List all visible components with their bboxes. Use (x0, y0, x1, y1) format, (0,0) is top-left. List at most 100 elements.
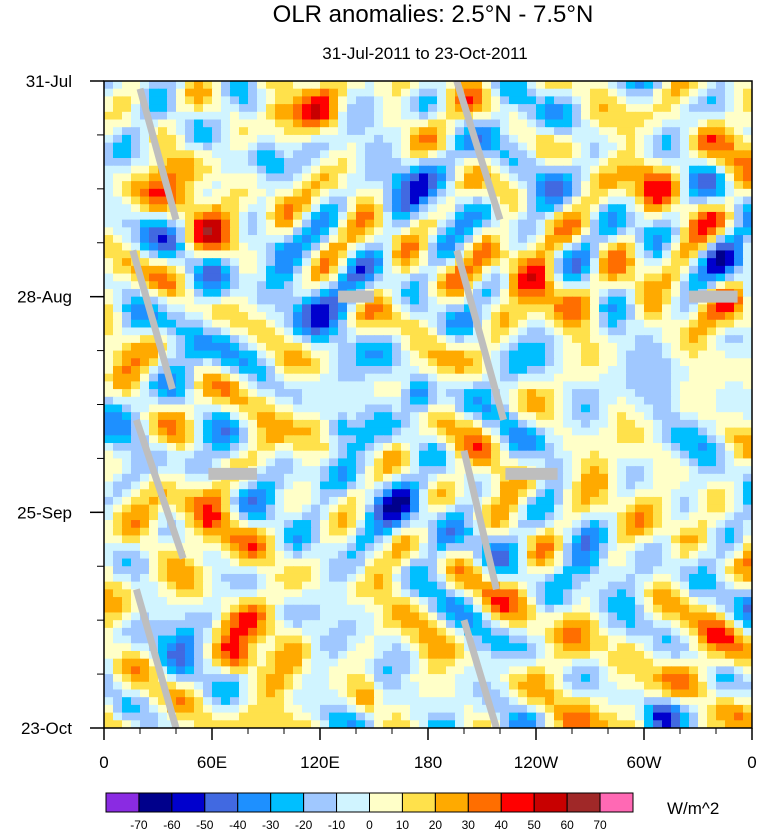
heatmap-cell (383, 111, 393, 121)
heatmap-cell (707, 358, 717, 367)
heatmap-cell (428, 543, 438, 552)
heatmap-cell (572, 589, 582, 598)
heatmap-cell (545, 242, 555, 252)
heatmap-cell (644, 373, 654, 382)
heatmap-cell (617, 412, 627, 421)
heatmap-cell (347, 111, 357, 121)
heatmap-cell (293, 504, 303, 513)
heatmap-cell (239, 365, 249, 375)
heatmap-cell (572, 196, 582, 205)
heatmap-cell (356, 211, 366, 221)
heatmap-cell (698, 219, 708, 228)
heatmap-cell (122, 543, 132, 552)
heatmap-cell (257, 550, 267, 560)
heatmap-cell (734, 219, 744, 228)
heatmap-cell (698, 235, 708, 244)
heatmap-cell (743, 373, 752, 382)
heatmap-cell (617, 188, 627, 198)
heatmap-cell (635, 304, 645, 313)
heatmap-cell (554, 350, 564, 359)
heatmap-cell (707, 527, 717, 537)
heatmap-cell (275, 288, 285, 298)
heatmap-cell (671, 573, 681, 583)
heatmap-cell (257, 458, 267, 467)
heatmap-cell (149, 527, 159, 537)
heatmap-cell (275, 419, 285, 429)
heatmap-cell (140, 158, 150, 167)
heatmap-cell (392, 134, 402, 144)
heatmap-cell (257, 134, 267, 144)
heatmap-cell (284, 466, 294, 475)
heatmap-cell (653, 419, 663, 429)
heatmap-cell (212, 427, 222, 436)
heatmap-cell (329, 196, 339, 205)
heatmap-cell (680, 111, 690, 121)
heatmap-cell (473, 450, 483, 460)
heatmap-cell (716, 204, 726, 213)
heatmap-cell (635, 342, 645, 352)
heatmap-cell (140, 134, 150, 144)
heatmap-cell (572, 319, 582, 329)
heatmap-cell (302, 204, 312, 213)
heatmap-cell (338, 566, 348, 575)
heatmap-cell (167, 458, 177, 467)
heatmap-cell (455, 527, 465, 537)
heatmap-cell (590, 142, 600, 151)
heatmap-cell (572, 389, 582, 398)
heatmap-cell (698, 188, 708, 198)
heatmap-cell (158, 111, 168, 121)
heatmap-cell (230, 119, 240, 128)
heatmap-cell (671, 335, 681, 344)
heatmap-cell (599, 196, 609, 205)
heatmap-cell (257, 389, 267, 398)
heatmap-cell (455, 458, 465, 467)
heatmap-cell (716, 327, 726, 336)
heatmap-cell (185, 358, 195, 367)
heatmap-cell (590, 473, 600, 483)
heatmap-cell (113, 443, 123, 452)
heatmap-cell (392, 173, 402, 182)
heatmap-cell (635, 88, 645, 97)
heatmap-cell (446, 412, 456, 421)
heatmap-cell (698, 342, 708, 352)
heatmap-cell (554, 373, 564, 382)
heatmap-cell (635, 450, 645, 460)
heatmap-cell (590, 527, 600, 537)
heatmap-cell (266, 111, 276, 121)
heatmap-cell (419, 196, 429, 205)
heatmap-cell (176, 381, 186, 390)
heatmap-cell (500, 273, 510, 282)
heatmap-cell (653, 404, 663, 413)
heatmap-cell (275, 581, 285, 590)
heatmap-cell (239, 550, 249, 560)
heatmap-cell (104, 520, 114, 529)
heatmap-cell (590, 188, 600, 198)
heatmap-cell (176, 204, 186, 213)
heatmap-cell (698, 181, 708, 190)
heatmap-cell (113, 150, 123, 159)
heatmap-cell (356, 365, 366, 375)
heatmap-cell (401, 165, 411, 175)
heatmap-cell (374, 550, 384, 560)
heatmap-cell (563, 535, 573, 544)
heatmap-cell (329, 504, 339, 513)
heatmap-cell (230, 81, 240, 90)
heatmap-cell (248, 296, 258, 305)
heatmap-cell (707, 466, 717, 475)
heatmap-cell (149, 535, 159, 544)
heatmap-cell (131, 550, 141, 560)
heatmap-cell (653, 512, 663, 521)
heatmap-cell (131, 134, 141, 144)
heatmap-cell (329, 520, 339, 529)
heatmap-cell (698, 158, 708, 167)
heatmap-cell (698, 566, 708, 575)
heatmap-cell (275, 304, 285, 313)
heatmap-cell (716, 342, 726, 352)
heatmap-cell (383, 204, 393, 213)
heatmap-cell (698, 419, 708, 429)
heatmap-cell (329, 304, 339, 313)
heatmap-cell (716, 88, 726, 97)
heatmap-cell (212, 520, 222, 529)
heatmap-cell (320, 127, 330, 136)
heatmap-cell (653, 589, 663, 598)
